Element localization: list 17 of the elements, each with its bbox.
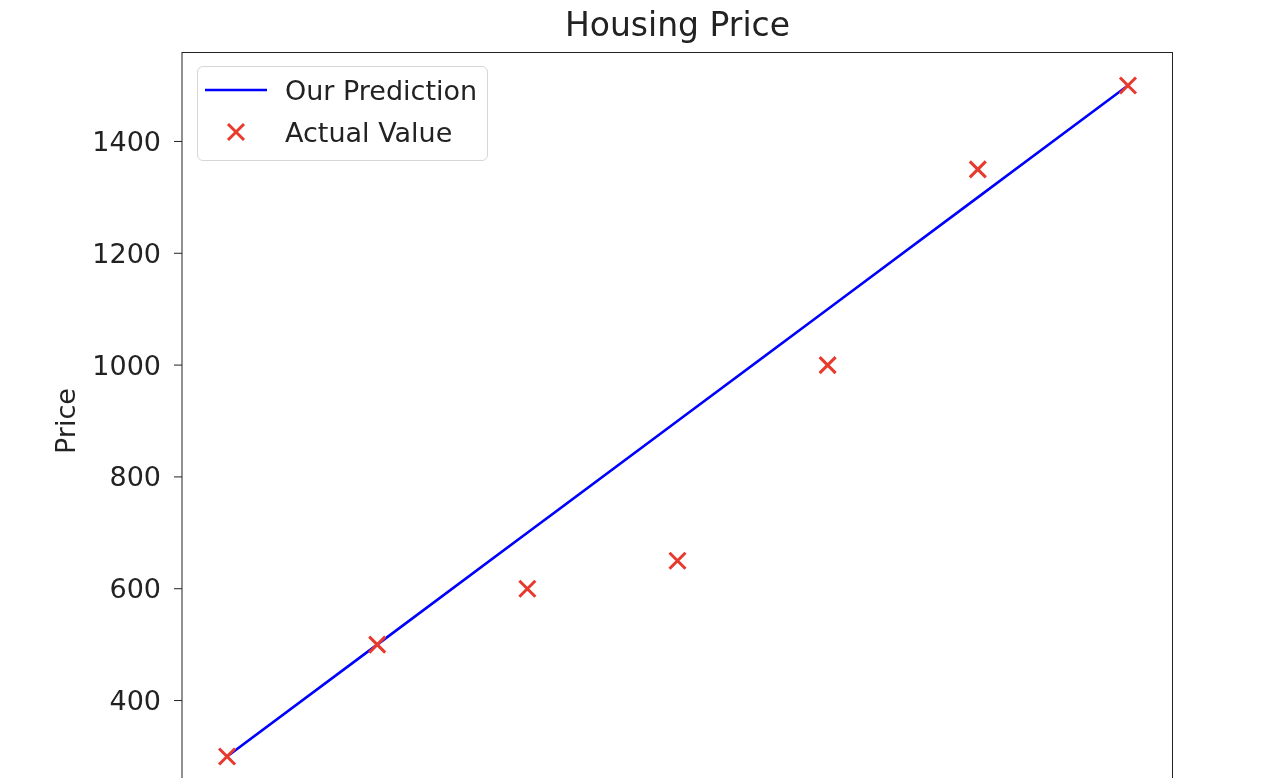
y-axis-title: Price <box>49 388 81 454</box>
point <box>818 355 838 375</box>
y-tick-label: 600 <box>109 573 161 605</box>
point <box>668 551 687 571</box>
y-tick-label: 400 <box>109 685 161 717</box>
point <box>968 159 988 179</box>
legend-label: Our Prediction <box>285 74 478 106</box>
point <box>217 746 237 766</box>
point <box>1118 76 1138 96</box>
y-tick-label: 1400 <box>92 126 161 158</box>
point <box>367 635 387 655</box>
y-tick-label: 800 <box>109 461 161 493</box>
y-tick-label: 1000 <box>92 349 161 381</box>
y-tick-label: 1200 <box>92 237 161 269</box>
chart-title: Housing Price <box>563 7 792 46</box>
point <box>517 579 537 599</box>
legend-label: Actual Value <box>285 116 453 148</box>
